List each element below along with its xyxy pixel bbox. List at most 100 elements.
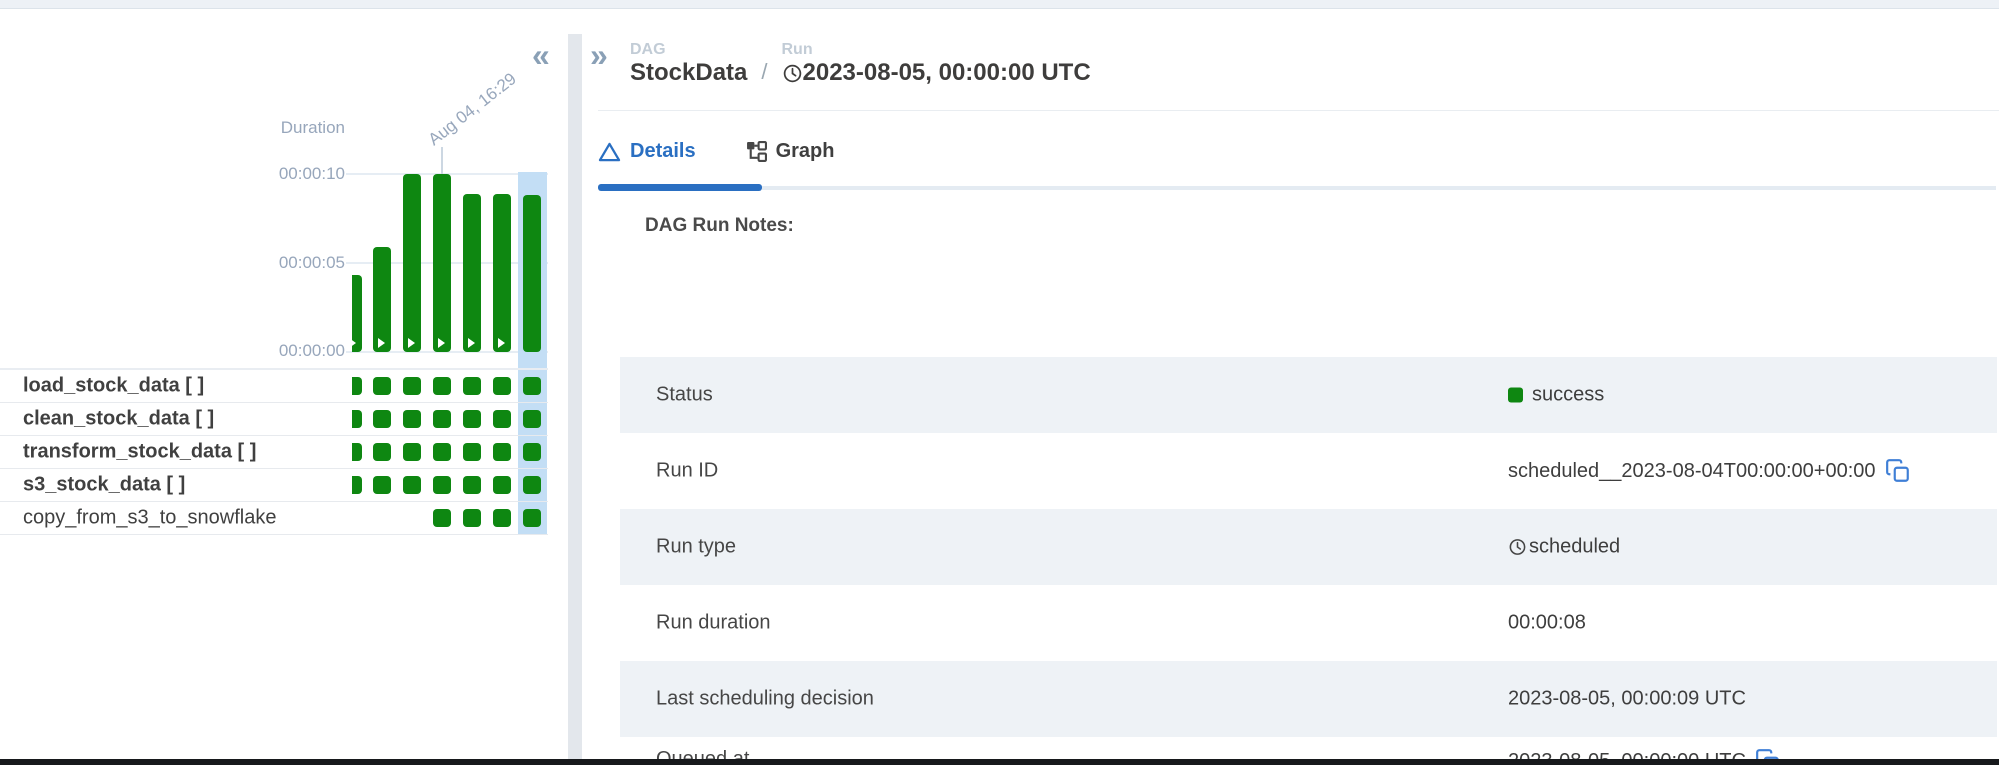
task-instance-square[interactable] bbox=[493, 509, 511, 527]
play-triangle-icon bbox=[498, 338, 505, 348]
duration-bar-chart bbox=[352, 160, 548, 353]
panel-resize-divider[interactable] bbox=[568, 34, 582, 759]
breadcrumb-separator: / bbox=[761, 59, 768, 84]
dag-run-bar[interactable] bbox=[433, 174, 451, 352]
task-instance-square[interactable] bbox=[523, 476, 541, 494]
task-instance-square[interactable] bbox=[433, 509, 451, 527]
task-instance-square[interactable] bbox=[352, 443, 362, 461]
clock-icon bbox=[783, 64, 801, 82]
dag-run-bar[interactable] bbox=[463, 194, 481, 352]
task-instance-square[interactable] bbox=[523, 377, 541, 395]
tab-details[interactable]: Details bbox=[598, 140, 696, 163]
tab-graph[interactable]: Graph bbox=[746, 140, 835, 163]
breadcrumb: DAG StockData / Run 2023-08-05, 00:00:00… bbox=[630, 40, 1091, 87]
breadcrumb-run-value: 2023-08-05, 00:00:00 UTC bbox=[802, 59, 1091, 86]
task-instance-square[interactable] bbox=[373, 476, 391, 494]
dag-run-bar[interactable] bbox=[352, 275, 362, 352]
task-instance-square[interactable] bbox=[523, 509, 541, 527]
detail-value-text: success bbox=[1532, 383, 1605, 406]
detail-value: success bbox=[1508, 384, 1604, 407]
details-panel: » DAG StockData / Run 2023-08-05, 00:00:… bbox=[582, 9, 1999, 765]
detail-value: scheduled bbox=[1508, 536, 1620, 559]
detail-row-run-type: Run type scheduled bbox=[620, 509, 1997, 585]
task-instance-square[interactable] bbox=[433, 377, 451, 395]
task-instance-square[interactable] bbox=[373, 443, 391, 461]
detail-value-text: scheduled bbox=[1529, 535, 1621, 558]
dag-run-bar[interactable] bbox=[403, 174, 421, 352]
gridline-0s bbox=[346, 351, 548, 353]
task-instance-square[interactable] bbox=[433, 443, 451, 461]
task-instance-square[interactable] bbox=[523, 443, 541, 461]
duration-axis-title: Duration bbox=[280, 118, 345, 137]
task-instance-square[interactable] bbox=[463, 509, 481, 527]
breadcrumb-run-link[interactable]: 2023-08-05, 00:00:00 UTC bbox=[782, 59, 1091, 87]
detail-value-text: scheduled__2023-08-04T00:00:00+00:00 bbox=[1508, 459, 1876, 482]
task-instance-strip bbox=[352, 377, 548, 396]
task-instance-strip bbox=[352, 476, 548, 495]
breadcrumb-run-caption: Run bbox=[781, 41, 813, 58]
success-status-square bbox=[1508, 387, 1523, 403]
task-instance-square[interactable] bbox=[403, 476, 421, 494]
clock-icon bbox=[1509, 539, 1526, 555]
detail-row-last-scheduling-decision: Last scheduling decision 2023-08-05, 00:0… bbox=[620, 661, 1997, 737]
task-row: copy_from_s3_to_snowflake bbox=[0, 502, 548, 535]
play-triangle-icon bbox=[352, 338, 356, 348]
detail-value-text: 2023-08-05, 00:00:09 UTC bbox=[1508, 687, 1746, 710]
task-name[interactable]: load_stock_data [ ] bbox=[23, 374, 205, 397]
task-instance-square[interactable] bbox=[463, 377, 481, 395]
tab-graph-label: Graph bbox=[775, 140, 835, 162]
task-instance-square[interactable] bbox=[352, 476, 362, 494]
tab-bar: Details Graph bbox=[598, 140, 835, 163]
task-instance-square[interactable] bbox=[523, 410, 541, 428]
bottom-cutoff-bar bbox=[0, 759, 1999, 765]
play-triangle-icon bbox=[378, 338, 385, 348]
task-instance-square[interactable] bbox=[463, 443, 481, 461]
task-instance-square[interactable] bbox=[352, 377, 362, 395]
dag-run-bar[interactable] bbox=[523, 195, 541, 352]
detail-label: Run duration bbox=[656, 611, 771, 634]
task-instance-square[interactable] bbox=[373, 377, 391, 395]
task-name[interactable]: copy_from_s3_to_snowflake bbox=[23, 506, 277, 529]
task-instance-square[interactable] bbox=[403, 377, 421, 395]
task-row: load_stock_data [ ] bbox=[0, 370, 548, 403]
play-triangle-icon bbox=[408, 338, 415, 348]
task-instance-square[interactable] bbox=[463, 476, 481, 494]
task-instance-square[interactable] bbox=[352, 410, 362, 428]
header-divider bbox=[598, 110, 1999, 111]
detail-value: 00:00:08 bbox=[1508, 612, 1586, 635]
task-instance-square[interactable] bbox=[493, 377, 511, 395]
active-tab-indicator bbox=[598, 184, 762, 191]
task-instance-square[interactable] bbox=[373, 410, 391, 428]
detail-row-run-id: Run ID scheduled__2023-08-04T00:00:00+00:… bbox=[620, 433, 1997, 509]
top-nav-strip bbox=[0, 0, 1999, 9]
x-axis-tick-line bbox=[441, 147, 443, 174]
task-instance-square[interactable] bbox=[463, 410, 481, 428]
task-name[interactable]: clean_stock_data [ ] bbox=[23, 407, 215, 430]
task-instance-strip bbox=[352, 443, 548, 462]
task-name[interactable]: transform_stock_data [ ] bbox=[23, 440, 257, 463]
task-instance-square[interactable] bbox=[433, 410, 451, 428]
expand-panel-icon[interactable]: » bbox=[590, 37, 608, 73]
task-instance-square[interactable] bbox=[493, 443, 511, 461]
task-instance-square[interactable] bbox=[403, 443, 421, 461]
collapse-panel-icon[interactable]: « bbox=[532, 37, 550, 73]
copy-icon[interactable] bbox=[1885, 458, 1911, 484]
task-name[interactable]: s3_stock_data [ ] bbox=[23, 473, 186, 496]
task-instance-square[interactable] bbox=[493, 410, 511, 428]
task-instance-strip bbox=[352, 509, 548, 528]
task-instance-square[interactable] bbox=[433, 476, 451, 494]
run-details-table: Status success Run ID scheduled__2023-08-04… bbox=[582, 357, 1999, 765]
task-instance-square[interactable] bbox=[403, 410, 421, 428]
breadcrumb-dag-name[interactable]: StockData bbox=[630, 59, 748, 86]
dag-run-bar[interactable] bbox=[373, 247, 391, 352]
y-tick-10s: 00:00:10 bbox=[278, 164, 345, 183]
warning-triangle-icon bbox=[598, 142, 621, 161]
task-instance-strip bbox=[352, 410, 548, 429]
dag-run-bar[interactable] bbox=[493, 194, 511, 352]
detail-label: Status bbox=[656, 383, 713, 406]
task-list: load_stock_data [ ] clean_stock_data [ ] t… bbox=[0, 368, 548, 535]
detail-value: scheduled__2023-08-04T00:00:00+00:00 bbox=[1508, 458, 1911, 484]
dag-run-notes-label: DAG Run Notes: bbox=[645, 215, 794, 236]
task-instance-square[interactable] bbox=[493, 476, 511, 494]
